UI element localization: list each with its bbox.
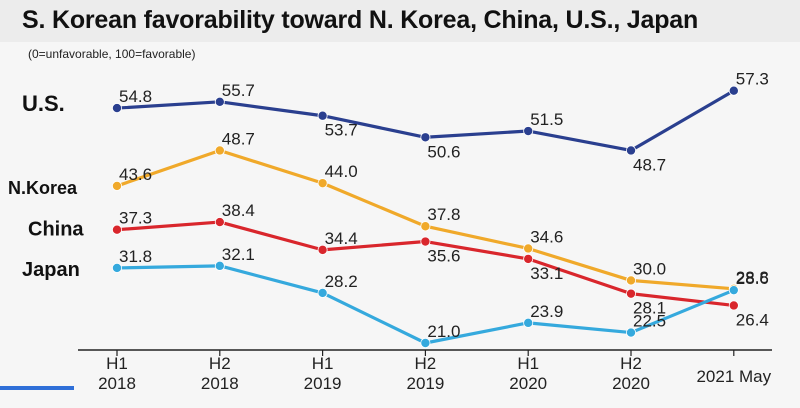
data-label: 35.6 (427, 247, 460, 266)
x-tick-label: 2020 (612, 374, 650, 393)
x-tick-label: 2019 (304, 374, 342, 393)
data-point (728, 300, 739, 311)
data-label: 37.8 (427, 205, 460, 224)
data-label: 34.6 (530, 227, 563, 246)
x-tick-label: H2 (415, 354, 437, 373)
data-point (317, 110, 328, 121)
data-label: 28.2 (325, 272, 358, 291)
x-tick-label: H1 (517, 354, 539, 373)
data-label: 26.4 (736, 310, 769, 329)
data-label: 30.0 (633, 259, 666, 278)
data-point (112, 262, 123, 273)
data-point (523, 317, 534, 328)
x-tick-label: H1 (312, 354, 334, 373)
data-point (317, 178, 328, 189)
title-bar (0, 0, 800, 42)
series-name-label: China (28, 219, 84, 241)
data-label: 53.7 (325, 121, 358, 140)
data-label: 28.6 (736, 269, 769, 288)
data-label: 51.5 (530, 110, 563, 129)
data-label: 50.6 (427, 142, 460, 161)
data-point (626, 327, 637, 338)
x-tick-label: 2019 (406, 374, 444, 393)
chart-subtitle: (0=unfavorable, 100=favorable) (28, 47, 196, 61)
data-point (317, 244, 328, 255)
data-point (626, 275, 637, 286)
data-point (728, 285, 739, 296)
chart-title: S. Korean favorability toward N. Korea, … (22, 6, 699, 34)
data-point (214, 145, 225, 156)
data-label: 37.3 (119, 209, 152, 228)
data-label: 21.0 (427, 322, 460, 341)
data-label: 31.8 (119, 247, 152, 266)
data-label: 32.1 (222, 245, 255, 264)
data-point (420, 337, 431, 348)
data-label: 48.7 (633, 155, 666, 174)
data-label: 54.8 (119, 87, 152, 106)
data-label: 44.0 (325, 162, 358, 181)
data-point (112, 224, 123, 235)
data-point (523, 253, 534, 264)
data-label: 34.4 (325, 229, 358, 248)
data-point (214, 96, 225, 107)
data-label: 33.1 (530, 264, 563, 283)
data-point (626, 288, 637, 299)
data-point (112, 103, 123, 114)
x-tick-label: H1 (106, 354, 128, 373)
data-label: 43.6 (119, 165, 152, 184)
data-point (214, 260, 225, 271)
data-point (523, 243, 534, 254)
data-label: 55.7 (222, 81, 255, 100)
data-point (626, 145, 637, 156)
x-tick-label: H2 (209, 354, 231, 373)
series-name-label: N.Korea (8, 178, 78, 198)
data-label: 28.1 (633, 299, 666, 318)
data-point (523, 126, 534, 137)
data-label: 28.8 (736, 268, 769, 287)
data-point (420, 221, 431, 232)
data-label: 38.4 (222, 201, 255, 220)
series-name-label: Japan (22, 259, 80, 281)
data-point (420, 236, 431, 247)
data-label: 57.3 (736, 70, 769, 89)
x-tick-label: 2018 (201, 374, 239, 393)
x-tick-label: 2021 May (696, 367, 771, 386)
x-tick-label: 2018 (98, 374, 136, 393)
accent-line (0, 386, 74, 390)
data-point (112, 180, 123, 191)
data-point (317, 287, 328, 298)
x-tick-label: 2020 (509, 374, 547, 393)
series-name-label: U.S. (22, 91, 65, 116)
data-label: 48.7 (222, 129, 255, 148)
x-tick-label: H2 (620, 354, 642, 373)
data-label: 23.9 (530, 302, 563, 321)
data-label: 22.5 (633, 312, 666, 331)
data-point (214, 217, 225, 228)
data-point (420, 132, 431, 143)
data-point (728, 85, 739, 96)
